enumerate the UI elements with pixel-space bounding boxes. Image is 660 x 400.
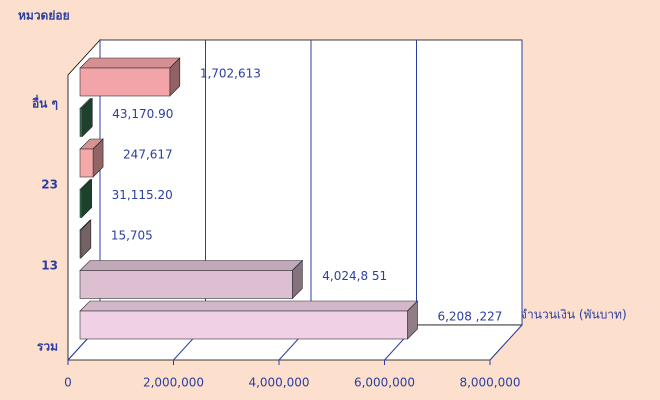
x-axis-title: จำนวนเงิน (พันบาท): [520, 308, 627, 322]
bar-top: [79, 260, 304, 271]
bar-top: [79, 57, 181, 69]
floor-grid-line: [489, 324, 523, 361]
y-tick-label: 23: [41, 178, 58, 192]
y-tick-label: 13: [41, 259, 58, 273]
bar: [79, 67, 171, 97]
y-axis-title: หมวดย่อย: [18, 9, 70, 23]
x-tick-label: 6,000,000: [354, 376, 415, 390]
bar: [79, 108, 83, 137]
data-label: 15,705: [111, 229, 153, 243]
bar: [79, 310, 408, 340]
data-label: 31,115.20: [112, 188, 173, 202]
data-label: 6,208 ,227: [437, 310, 502, 324]
y-tick-label: รวม: [37, 340, 58, 354]
bar: [79, 189, 82, 218]
data-label: 4,024,8 51: [322, 269, 387, 283]
x-tick-label: 4,000,000: [248, 376, 309, 390]
bar: [79, 270, 293, 299]
data-label: 1,702,613: [200, 67, 261, 81]
bar: [79, 229, 82, 259]
data-label: 247,617: [123, 148, 173, 162]
y-tick-label: อื่น ๆ: [32, 95, 58, 111]
x-tick-label: 0: [64, 376, 72, 390]
data-label: 43,170.90: [112, 107, 173, 121]
x-tick-label: 2,000,000: [143, 376, 204, 390]
bar: [79, 148, 94, 178]
x-tick-label: 8,000,000: [459, 376, 520, 390]
bar-top: [79, 300, 419, 312]
